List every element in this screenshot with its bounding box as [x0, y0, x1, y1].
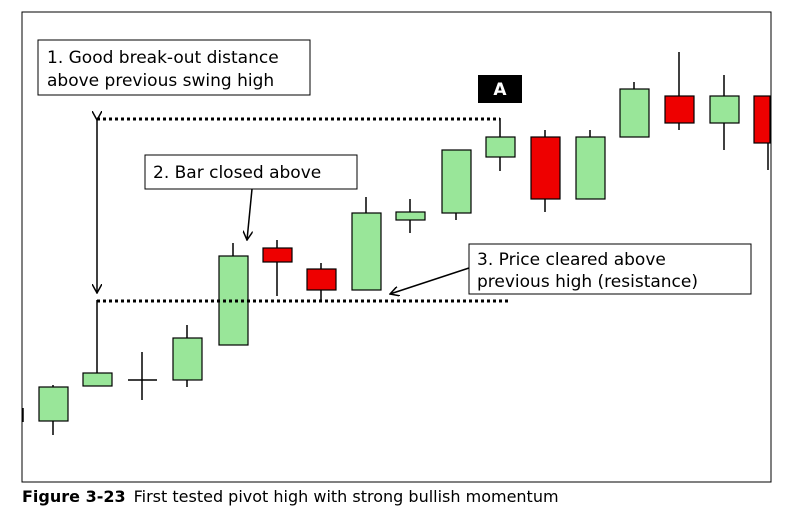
- callout-box: [37, 39, 311, 96]
- callout-box: [468, 243, 752, 295]
- candles: [22, 52, 771, 435]
- caption: Figure 3-23 First tested pivot high with …: [22, 487, 559, 506]
- marker-label: A: [493, 80, 507, 100]
- caption-label: Figure 3-23: [22, 487, 126, 506]
- callout-text: above previous swing high: [47, 71, 274, 91]
- arrows: [97, 120, 470, 294]
- marker-box: [478, 75, 522, 103]
- callout-text: 1. Good break-out distance: [47, 48, 279, 68]
- callout-text: 3. Price cleared above: [477, 250, 666, 270]
- annotations: [97, 117, 510, 303]
- callout-text: previous high (resistance): [477, 272, 698, 292]
- caption-text: First tested pivot high with strong bull…: [133, 487, 559, 506]
- callout-box: [144, 154, 358, 190]
- callout-text: 2. Bar closed above: [153, 163, 321, 183]
- figure: 1. Good break-out distance above previou…: [21, 11, 772, 483]
